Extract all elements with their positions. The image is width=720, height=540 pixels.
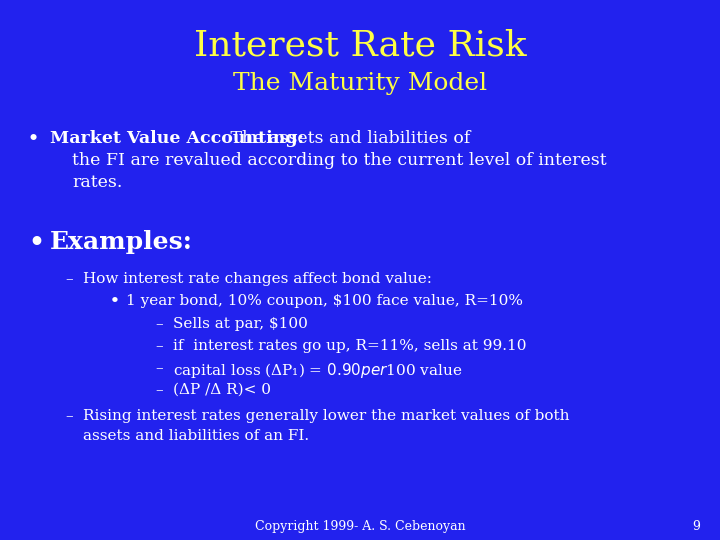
Text: –: – [155, 317, 163, 331]
Text: The Maturity Model: The Maturity Model [233, 72, 487, 95]
Text: assets and liabilities of an FI.: assets and liabilities of an FI. [83, 429, 309, 443]
Text: –: – [155, 339, 163, 353]
Text: rates.: rates. [72, 174, 122, 191]
Text: 1 year bond, 10% coupon, $100 face value, R=10%: 1 year bond, 10% coupon, $100 face value… [126, 294, 523, 308]
Text: –: – [155, 383, 163, 397]
Text: the FI are revalued according to the current level of interest: the FI are revalued according to the cur… [72, 152, 607, 169]
Text: How interest rate changes affect bond value:: How interest rate changes affect bond va… [83, 272, 432, 286]
Text: Interest Rate Risk: Interest Rate Risk [194, 28, 526, 62]
Text: Rising interest rates generally lower the market values of both: Rising interest rates generally lower th… [83, 409, 570, 423]
Text: 9: 9 [692, 520, 700, 533]
Text: •: • [28, 130, 39, 147]
Text: –: – [65, 409, 73, 423]
Text: •: • [110, 294, 120, 308]
Text: (ΔP /Δ R)< 0: (ΔP /Δ R)< 0 [173, 383, 271, 397]
Text: if  interest rates go up, R=11%, sells at 99.10: if interest rates go up, R=11%, sells at… [173, 339, 526, 353]
Text: –: – [65, 272, 73, 286]
Text: Market Value Accounting:: Market Value Accounting: [50, 130, 304, 147]
Text: •: • [28, 230, 44, 254]
Text: capital loss (ΔP₁) = $0.90 per $100 value: capital loss (ΔP₁) = $0.90 per $100 valu… [173, 361, 462, 380]
Text: Sells at par, $100: Sells at par, $100 [173, 317, 308, 331]
Text: Copyright 1999- A. S. Cebenoyan: Copyright 1999- A. S. Cebenoyan [255, 520, 465, 533]
Text: –: – [155, 361, 163, 375]
Text: The assets and liabilities of: The assets and liabilities of [225, 130, 470, 147]
Text: Examples:: Examples: [50, 230, 193, 254]
